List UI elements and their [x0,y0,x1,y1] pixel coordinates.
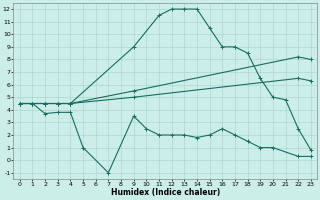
X-axis label: Humidex (Indice chaleur): Humidex (Indice chaleur) [111,188,220,197]
